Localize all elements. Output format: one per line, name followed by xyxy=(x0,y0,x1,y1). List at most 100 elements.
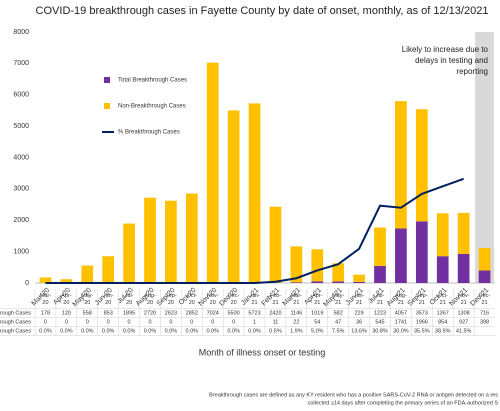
table-cell: 1.9% xyxy=(290,328,303,334)
table-cell: 1895 xyxy=(123,310,135,316)
table-header: May-20 xyxy=(81,293,93,306)
table-cell: 1146 xyxy=(290,310,302,316)
bar xyxy=(332,263,345,282)
table-header: Jun-21 xyxy=(354,293,365,306)
table-cell: 5.0% xyxy=(311,328,324,334)
table-header: Jul-20 xyxy=(125,293,134,306)
bar xyxy=(227,110,240,283)
table-header-part: Feb- xyxy=(270,293,281,299)
table-cell: 0.0% xyxy=(81,328,94,334)
table-cell: 3573 xyxy=(416,310,428,316)
table-header-part: 20 xyxy=(147,300,153,306)
table-header-part: Jul- xyxy=(125,293,134,299)
table-header-part: 20 xyxy=(189,300,195,306)
table-header: Jul-21 xyxy=(376,293,385,306)
bar xyxy=(478,270,491,283)
table-cell: 0.0% xyxy=(123,328,136,334)
table-cell: 0.0% xyxy=(39,328,52,334)
bar xyxy=(353,274,365,282)
table-cell: 398 xyxy=(480,319,489,325)
bar xyxy=(39,277,52,283)
y-tick-label: 3000 xyxy=(13,186,29,193)
table-cell: 582 xyxy=(334,310,343,316)
table-cell: 1 xyxy=(253,319,256,325)
bar xyxy=(457,212,470,254)
bar xyxy=(185,193,198,283)
table-cell: 0.0% xyxy=(165,328,178,334)
table-cell: 545 xyxy=(375,319,384,325)
table-cell: 0.5% xyxy=(269,328,282,334)
table-header-part: 21 xyxy=(377,300,383,306)
bar xyxy=(332,281,345,283)
table-cell: 853 xyxy=(104,310,113,316)
table-cell: 1741 xyxy=(395,319,407,325)
bar xyxy=(478,248,491,271)
bar xyxy=(248,103,261,283)
table-cell: 0 xyxy=(86,319,89,325)
table-cell: 0.0% xyxy=(227,328,240,334)
table-cell: 0.0% xyxy=(60,328,73,334)
table-header: Apr-20 xyxy=(61,293,72,306)
table-header-part: Jan- xyxy=(249,293,260,299)
y-tick-label: 5000 xyxy=(13,123,29,130)
table-header-part: 20 xyxy=(42,300,48,306)
annotation: delays in testing and xyxy=(415,56,488,65)
y-tick-label: 0 xyxy=(25,280,29,287)
bar xyxy=(415,109,428,222)
bar xyxy=(81,265,94,283)
bar xyxy=(269,206,282,283)
table-cell: 7.5% xyxy=(332,328,345,334)
table-cell: 5500 xyxy=(228,310,240,316)
table-cell: 0.0% xyxy=(248,328,261,334)
table-header-part: 21 xyxy=(461,300,467,306)
table-header: Sep-20 xyxy=(165,293,177,306)
y-tick-label: 2000 xyxy=(13,217,29,224)
table-header-part: May- xyxy=(332,293,344,299)
table-header-part: Dec- xyxy=(479,293,491,299)
table-header-part: Jun- xyxy=(354,293,365,299)
table-cell: 2852 xyxy=(186,310,198,316)
table-cell: 120 xyxy=(62,310,71,316)
table-cell: 927 xyxy=(459,319,468,325)
table-cell: 229 xyxy=(354,310,363,316)
legend-label: % Breakthrough Cases xyxy=(118,130,180,136)
table-header: Mar-21 xyxy=(291,293,302,306)
table-header-part: 20 xyxy=(210,300,216,306)
table-header-part: Jul- xyxy=(376,293,385,299)
annotation: Likely to increase due to xyxy=(402,45,489,54)
table-cell: 1367 xyxy=(437,310,449,316)
table-header: Apr-21 xyxy=(312,293,323,306)
table-header-part: 20 xyxy=(84,300,90,306)
y-tick-label: 8000 xyxy=(13,29,29,36)
table-header-part: May- xyxy=(81,293,93,299)
table-header-part: Mar- xyxy=(40,293,51,299)
footnote: Breakthrough cases are defined as any KY… xyxy=(209,392,498,398)
table-cell: 22 xyxy=(293,319,299,325)
table-header-part: Sep- xyxy=(416,293,428,299)
table-header-part: Apr- xyxy=(312,293,323,299)
table-header: Jan-21 xyxy=(249,293,260,306)
bar xyxy=(436,256,449,283)
table-cell: 1308 xyxy=(458,310,470,316)
annotation: reporting xyxy=(456,67,488,76)
table-cell: 0 xyxy=(232,319,235,325)
bar xyxy=(144,197,156,283)
bar xyxy=(457,253,470,283)
table-header-part: 21 xyxy=(314,300,320,306)
table-header-part: Mar- xyxy=(291,293,302,299)
footnote: collected ≥14 days after completing the … xyxy=(308,400,499,406)
table-cell: 47 xyxy=(335,319,341,325)
table-cell: 0.0% xyxy=(102,328,115,334)
table-cell: 30.8% xyxy=(372,328,388,334)
legend-label: Total Breakthrough Cases xyxy=(118,78,187,84)
table-header: Oct-20 xyxy=(187,293,198,306)
table-header-part: 20 xyxy=(126,300,132,306)
table-header-part: 21 xyxy=(251,300,257,306)
legend-swatch xyxy=(104,103,110,109)
table-header-part: 20 xyxy=(63,300,69,306)
table-cell: 854 xyxy=(438,319,447,325)
table-cell: 2720 xyxy=(144,310,156,316)
bar xyxy=(353,281,365,283)
bar xyxy=(311,249,324,282)
